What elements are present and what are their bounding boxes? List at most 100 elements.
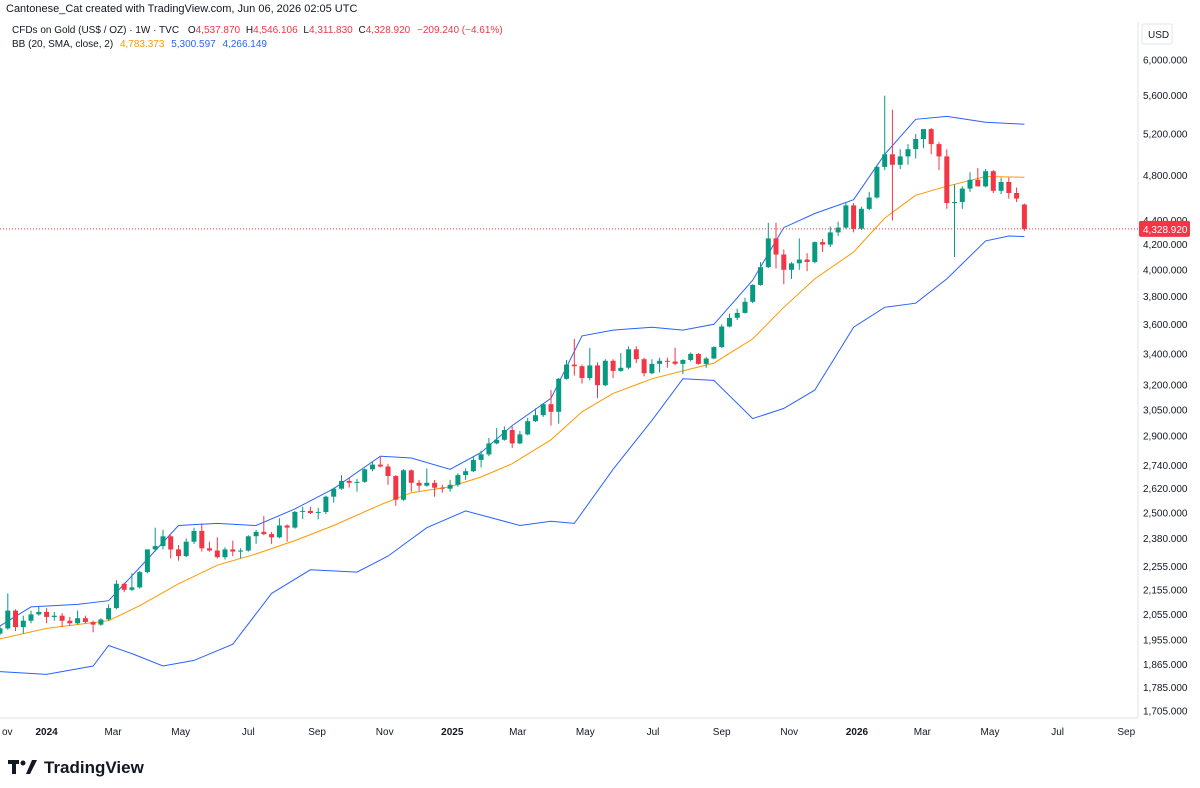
- candle-body: [98, 619, 104, 625]
- candle-up: [5, 593, 11, 630]
- candle-body: [470, 459, 476, 472]
- candle-body: [866, 197, 872, 209]
- price-tick-label: 1,955.000: [1143, 636, 1188, 647]
- candle-body: [905, 149, 911, 157]
- candle-up: [703, 356, 709, 368]
- candle-body: [897, 156, 903, 165]
- candle-body: [307, 510, 313, 513]
- candle-body: [5, 610, 11, 629]
- open-label: O: [187, 25, 196, 36]
- candle-body: [587, 365, 593, 378]
- close-label: C: [358, 25, 366, 36]
- candle-body: [370, 464, 375, 470]
- candle-up: [160, 529, 166, 550]
- candle-up: [36, 606, 42, 616]
- candle-up: [222, 547, 228, 560]
- candle-body: [494, 439, 500, 444]
- candle-body: [144, 549, 150, 573]
- candle-body: [952, 202, 957, 204]
- candle-body: [626, 349, 632, 368]
- candle-up: [292, 510, 298, 529]
- price-tick-label: 2,500.000: [1143, 509, 1188, 520]
- candle-up: [339, 475, 344, 490]
- candle-body: [176, 549, 181, 557]
- bb-lower-line: [0, 235, 1025, 675]
- candle-body: [432, 482, 438, 488]
- candle-body: [703, 358, 709, 364]
- candle-body: [882, 154, 888, 167]
- candle-up: [424, 468, 430, 487]
- candle-body: [67, 620, 73, 624]
- price-tick-label: 5,600.000: [1143, 91, 1188, 102]
- candle-up: [789, 262, 794, 279]
- candle-body: [13, 610, 18, 628]
- candle-body: [595, 365, 600, 386]
- candle-body: [688, 353, 694, 360]
- candle-up: [913, 134, 919, 159]
- bb-basis-value: 4,783.373: [119, 39, 165, 50]
- currency-label: USD: [1148, 30, 1169, 41]
- candle-body: [548, 404, 554, 412]
- candle-up: [191, 527, 197, 544]
- candles: [0, 95, 1027, 635]
- candle-body: [680, 360, 686, 364]
- candle-body: [657, 360, 663, 364]
- time-tick-label: Jul: [1051, 727, 1064, 738]
- candle-body: [804, 259, 810, 262]
- candle-up: [882, 95, 888, 171]
- candle-body: [28, 614, 34, 621]
- time-tick-label: May: [576, 727, 595, 738]
- candle-body: [75, 618, 81, 624]
- candle-up: [245, 535, 251, 552]
- candle-up: [680, 359, 686, 375]
- candle-body: [540, 404, 546, 416]
- candle-down: [695, 353, 701, 365]
- candle-down: [168, 535, 174, 559]
- candle-down: [1014, 187, 1020, 202]
- candle-body: [478, 454, 484, 460]
- candle-up: [967, 172, 973, 192]
- candle-down: [975, 168, 981, 187]
- time-tick-label: 2024: [35, 727, 58, 738]
- candle-body: [36, 611, 42, 615]
- candle-body: [354, 481, 360, 483]
- candle-body: [90, 622, 96, 625]
- candle-body: [44, 611, 50, 617]
- price-axis: 6,000.0005,600.0005,200.0004,800.0004,40…: [1139, 56, 1190, 718]
- candle-body: [944, 156, 950, 204]
- currency-label-box: [1141, 23, 1173, 45]
- price-tick-label: 3,600.000: [1143, 320, 1188, 331]
- candle-body: [533, 415, 538, 422]
- time-tick-label: Mar: [104, 727, 122, 738]
- candle-up: [618, 353, 624, 372]
- candle-body: [160, 536, 166, 547]
- candle-body: [1014, 193, 1020, 199]
- candle-down: [416, 479, 422, 491]
- candle-body: [393, 476, 399, 500]
- candle-up: [602, 359, 608, 387]
- price-tick-label: 2,380.000: [1143, 534, 1188, 545]
- candle-body: [672, 361, 678, 364]
- candle-down: [432, 479, 438, 497]
- candle-down: [781, 249, 787, 285]
- candle-down: [44, 608, 50, 624]
- candle-up: [649, 359, 655, 375]
- candle-up: [98, 618, 104, 626]
- candle-up: [20, 615, 26, 634]
- open-value: 4,537.870: [195, 25, 241, 36]
- candle-up: [587, 347, 593, 381]
- candle-body: [975, 179, 981, 187]
- candle-up: [959, 186, 965, 209]
- time-tick-label: May: [981, 727, 1000, 738]
- candle-body: [222, 549, 228, 558]
- candle-up: [657, 357, 663, 373]
- candle-body: [851, 205, 857, 229]
- candle-down: [82, 615, 88, 624]
- candle-down: [261, 516, 267, 536]
- candle-down: [889, 109, 895, 221]
- bb-upper-line: [0, 115, 1025, 627]
- candle-up: [952, 184, 957, 257]
- candle-down: [944, 149, 950, 209]
- candle-body: [758, 267, 763, 285]
